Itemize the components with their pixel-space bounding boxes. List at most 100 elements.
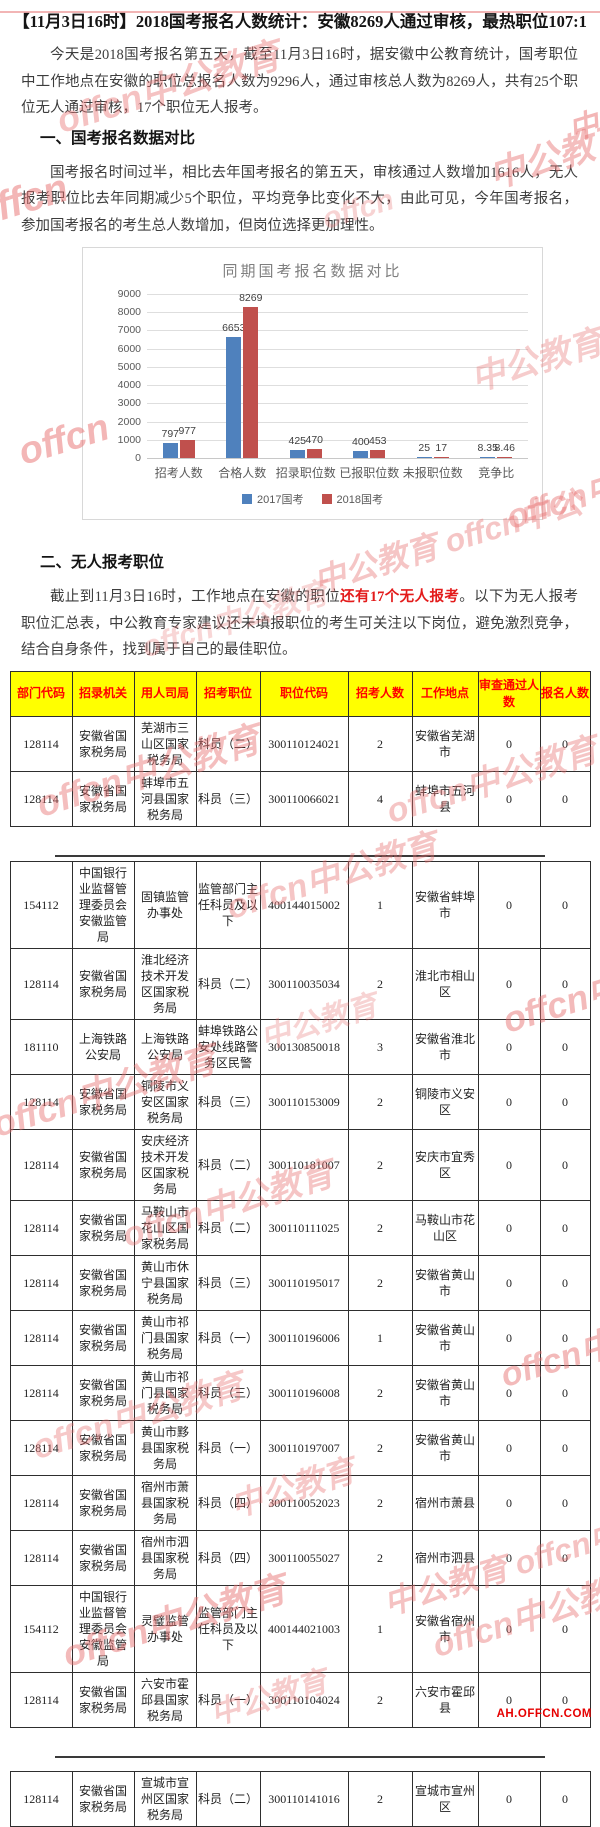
table-cell: 安庆经济技术开发区国家税务局 (133, 1128, 197, 1201)
table-cell: 0 (539, 1419, 591, 1476)
table-cell: 0 (477, 1199, 541, 1256)
table-cell: 马鞍山市花山区 (411, 1199, 479, 1256)
table-cell: 安徽省国家税务局 (71, 1309, 135, 1366)
table-cell: 300110035034 (259, 947, 349, 1020)
legend-item: 2018国考 (321, 491, 383, 507)
table-cell: 监管部门主任科员及以下 (195, 1584, 261, 1673)
table-row: 128114 安徽省国家税务局 安庆经济技术开发区国家税务局 科员（二） 3001101… (9, 1128, 591, 1201)
table-cell: 300110111025 (259, 1199, 349, 1256)
y-axis-tick-label: 3000 (117, 397, 141, 410)
bar-2017国考: 425 (288, 435, 306, 458)
table-cell: 马鞍山市花山区国家税务局 (133, 1199, 197, 1256)
bar-group: 797 977 (147, 294, 211, 458)
column-header: 职位代码 (259, 670, 349, 717)
bar-value-label: 8.46 (494, 442, 515, 454)
table-cell: 安徽省国家税务局 (71, 1419, 135, 1476)
table-body: 154112 中国银行业监督管理委员会安徽监管局 固镇监管办事处 监管部门主任科员及以… (9, 860, 591, 1728)
table-cell: 灵璧监管办事处 (133, 1584, 197, 1673)
header-row: 部门代码 招录机关 用人司局 招考职位 职位代码 招考人数 工作地点 审查通过人数 报名人数 (9, 670, 591, 717)
table-cell: 0 (477, 715, 541, 772)
table-cell: 128114 (9, 770, 73, 827)
gridline (147, 294, 528, 295)
table-row: 128114 安徽省国家税务局 黄山市祁门县国家税务局 科员（三） 3001101960… (9, 1364, 591, 1421)
table-row: 181110 上海铁路公安局 上海铁路公安局 蚌埠铁路公安处线路警务区民警 300130… (9, 1018, 591, 1075)
table-cell: 0 (539, 1073, 591, 1130)
table-cell: 0 (539, 1199, 591, 1256)
gridline (147, 385, 528, 387)
x-axis-category-label: 合格人数 (218, 466, 267, 480)
table-cell: 安徽省淮北市 (411, 1018, 479, 1075)
table-cell: 科员（一） (195, 1419, 261, 1476)
table-cell: 0 (539, 715, 591, 772)
column-header: 部门代码 (9, 670, 73, 717)
table-cell: 安徽省国家税务局 (71, 1254, 135, 1311)
table-cell: 128114 (9, 1671, 73, 1728)
table-cell: 科员（一） (195, 1671, 261, 1728)
y-axis-tick-label: 5000 (117, 360, 141, 373)
table-row: 154112 中国银行业监督管理委员会安徽监管局 固镇监管办事处 监管部门主任科员及以… (9, 860, 591, 949)
column-header: 招录机关 (71, 670, 135, 717)
gridline (147, 312, 528, 314)
table-cell: 0 (539, 1770, 591, 1827)
table-cell: 4 (347, 770, 413, 827)
table-cell: 安徽省芜湖市 (411, 715, 479, 772)
bar-value-label: 25 (418, 442, 431, 454)
table-cell: 0 (477, 860, 541, 949)
bar-2017国考: 8.35 (478, 442, 498, 458)
x-axis-category-label: 招录职位数 (275, 466, 336, 480)
table-cell: 科员（三） (195, 770, 261, 827)
table-cell: 0 (477, 1529, 541, 1586)
bar-2018国考: 17 (433, 442, 449, 458)
table-row: 128114 安徽省国家税务局 黄山市祁门县国家税务局 科员（一） 3001101960… (9, 1309, 591, 1366)
table-cell: 上海铁路公安局 (133, 1018, 197, 1075)
y-axis-tick-label: 7000 (117, 324, 141, 337)
table-cell: 300110153009 (259, 1073, 349, 1130)
vacant-positions-table: 128114 安徽省国家税务局 宣城市宣州区国家税务局 科员（二） 3001101410… (9, 1770, 591, 1827)
bar-2017国考: 25 (416, 442, 432, 458)
bar-value-label: 400 (351, 436, 370, 448)
table-cell: 300110124021 (259, 715, 349, 772)
table-cell: 安徽省国家税务局 (71, 1128, 135, 1201)
bar-2018国考: 453 (369, 435, 387, 458)
table-cell: 128114 (9, 1254, 73, 1311)
table-cell: 0 (539, 860, 591, 949)
table-cell: 宣城市宣州区 (411, 1770, 479, 1827)
table-cell: 300110066021 (259, 770, 349, 827)
vacant-positions-table: 154112 中国银行业监督管理委员会安徽监管局 固镇监管办事处 监管部门主任科员及以… (9, 860, 591, 1728)
table-body: 128114 安徽省国家税务局 宣城市宣州区国家税务局 科员（二） 3001101410… (9, 1770, 591, 1827)
table-segment-divider (55, 1755, 545, 1758)
y-axis-tick-label: 6000 (117, 342, 141, 355)
bar-value-label: 6653 (222, 322, 246, 334)
table-cell: 400144021003 (259, 1584, 349, 1673)
table-row: 128114 安徽省国家税务局 黄山市黟县国家税务局 科员（一） 30011019700… (9, 1419, 591, 1476)
table-cell: 0 (477, 1254, 541, 1311)
table-cell: 铜陵市义安区国家税务局 (133, 1073, 197, 1130)
table-cell: 2 (347, 947, 413, 1020)
legend-swatch (242, 494, 253, 504)
table-cell: 2 (347, 1254, 413, 1311)
table-cell: 宿州市萧县国家税务局 (133, 1474, 197, 1531)
table-cell: 0 (477, 1474, 541, 1531)
table-cell: 181110 (9, 1018, 73, 1075)
y-axis-tick-label: 0 (135, 452, 141, 464)
table-cell: 2 (347, 1474, 413, 1531)
table-cell: 0 (477, 1419, 541, 1476)
table-cell: 安徽省国家税务局 (71, 1671, 135, 1728)
table-cell: 300110196008 (259, 1364, 349, 1421)
bar-value-label: 8269 (239, 292, 263, 304)
legend-label: 2017国考 (257, 494, 304, 506)
table-cell: 安徽省国家税务局 (71, 1474, 135, 1531)
table-row: 128114 安徽省国家税务局 蚌埠市五河县国家税务局 科员（三） 3001100660… (9, 770, 591, 827)
table-row: 128114 安徽省国家税务局 铜陵市义安区国家税务局 科员（三） 3001101530… (9, 1073, 591, 1130)
bar-2017国考: 797 (161, 428, 179, 458)
x-axis-category-label: 未报职位数 (402, 466, 463, 480)
table-cell: 上海铁路公安局 (71, 1018, 135, 1075)
y-axis-tick-label: 2000 (117, 415, 141, 428)
gridline (147, 366, 528, 368)
table-cell: 科员（一） (195, 1309, 261, 1366)
table-cell: 科员（四） (195, 1474, 261, 1531)
table-cell: 0 (539, 1474, 591, 1531)
table-row: 128114 安徽省国家税务局 马鞍山市花山区国家税务局 科员（二） 300110111… (9, 1199, 591, 1256)
table-cell: 300110181007 (259, 1128, 349, 1201)
gridline (147, 421, 528, 423)
